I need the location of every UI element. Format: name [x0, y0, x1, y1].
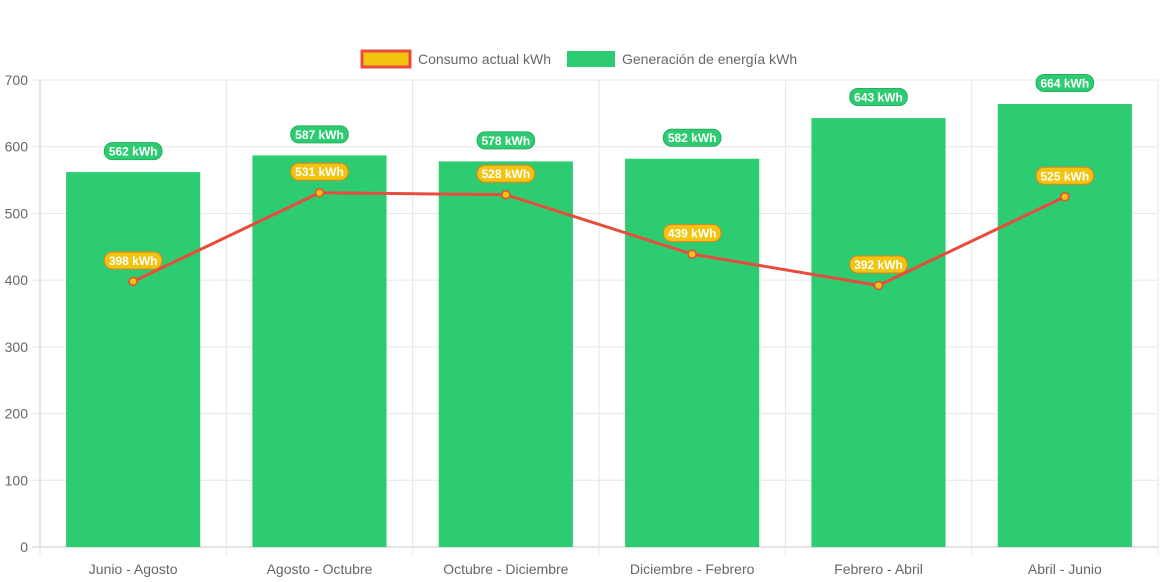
- line-data-label-bg: [1035, 166, 1095, 185]
- line-point[interactable]: [873, 280, 884, 291]
- bar-data-label: 587 kWh: [295, 128, 344, 142]
- y-tick-label: 300: [5, 339, 29, 355]
- line-data-label-bg: [103, 251, 163, 270]
- bar-data-label-bg: [290, 125, 349, 144]
- legend-item-consumo[interactable]: Consumo actual kWh: [360, 49, 551, 69]
- legend-label-consumo: Consumo actual kWh: [418, 51, 551, 67]
- y-tick-label: 400: [5, 272, 29, 288]
- x-tick-label: Junio - Agosto: [89, 561, 178, 577]
- line-data-label: 398 kWh: [109, 254, 158, 268]
- consumo-line: [132, 191, 1066, 287]
- bar[interactable]: [811, 118, 946, 547]
- bar[interactable]: [252, 155, 387, 547]
- legend-label-generacion: Generación de energía kWh: [622, 51, 797, 67]
- bar-data-label: 578 kWh: [481, 134, 530, 148]
- line-data-label: 525 kWh: [1040, 169, 1089, 183]
- grid: [32, 79, 1159, 555]
- legend-swatch-consumo: [360, 49, 412, 69]
- line-point[interactable]: [687, 249, 697, 259]
- line-data-label-bg: [476, 164, 536, 183]
- x-tick-label: Febrero - Abril: [834, 561, 923, 577]
- x-tick-label: Agosto - Octubre: [267, 561, 373, 577]
- bar-data-label-bg: [476, 131, 536, 150]
- y-tick-label: 200: [5, 406, 29, 422]
- line-data-label: 528 kWh: [481, 167, 530, 181]
- x-tick-label: Diciembre - Febrero: [630, 561, 755, 577]
- bar[interactable]: [66, 172, 201, 547]
- bar-data-label-bg: [1035, 74, 1095, 93]
- bar-data-label: 562 kWh: [109, 145, 158, 159]
- line-data-label-bg: [849, 255, 908, 274]
- legend: Consumo actual kWh Generación de energía…: [360, 49, 797, 69]
- bar-series: [66, 104, 1132, 548]
- axes: 0 100 200 300 400 500 600 700 Junio - Agosto Agos…: [5, 72, 1102, 577]
- line-data-label: 439 kWh: [668, 227, 717, 241]
- x-tick-label: Abril - Junio: [1028, 561, 1102, 577]
- line-point[interactable]: [128, 276, 138, 287]
- bar-data-label-bg: [849, 88, 908, 107]
- y-tick-label: 600: [5, 139, 29, 155]
- line-point[interactable]: [1060, 192, 1070, 202]
- y-tick-label: 0: [20, 539, 28, 555]
- line-data-label-bg: [662, 224, 722, 243]
- x-tick-label: Octubre - Diciembre: [443, 561, 568, 577]
- line-data-label: 392 kWh: [854, 258, 903, 272]
- bar-data-label-bg: [103, 142, 163, 161]
- bar-data-label-bg: [662, 128, 722, 147]
- y-tick-label: 700: [5, 72, 29, 88]
- data-labels: 562 kWh 587 kWh 578 kWh 582 kWh 643 kWh 664 k…: [103, 74, 1095, 274]
- line-point[interactable]: [501, 189, 511, 200]
- legend-item-generacion[interactable]: Generación de energía kWh: [567, 51, 797, 67]
- line-data-label: 531 kWh: [295, 165, 344, 179]
- y-tick-label: 500: [5, 205, 29, 221]
- line-series: [128, 187, 1070, 291]
- bar[interactable]: [625, 158, 760, 548]
- bar-data-label: 643 kWh: [854, 91, 903, 105]
- legend-swatch-generacion: [567, 51, 615, 67]
- y-tick-label: 100: [5, 472, 29, 488]
- bar-data-label: 664 kWh: [1040, 77, 1089, 91]
- line-point[interactable]: [314, 187, 325, 198]
- line-data-label-bg: [290, 162, 349, 181]
- bar[interactable]: [438, 161, 573, 548]
- bar-data-label: 582 kWh: [668, 131, 717, 145]
